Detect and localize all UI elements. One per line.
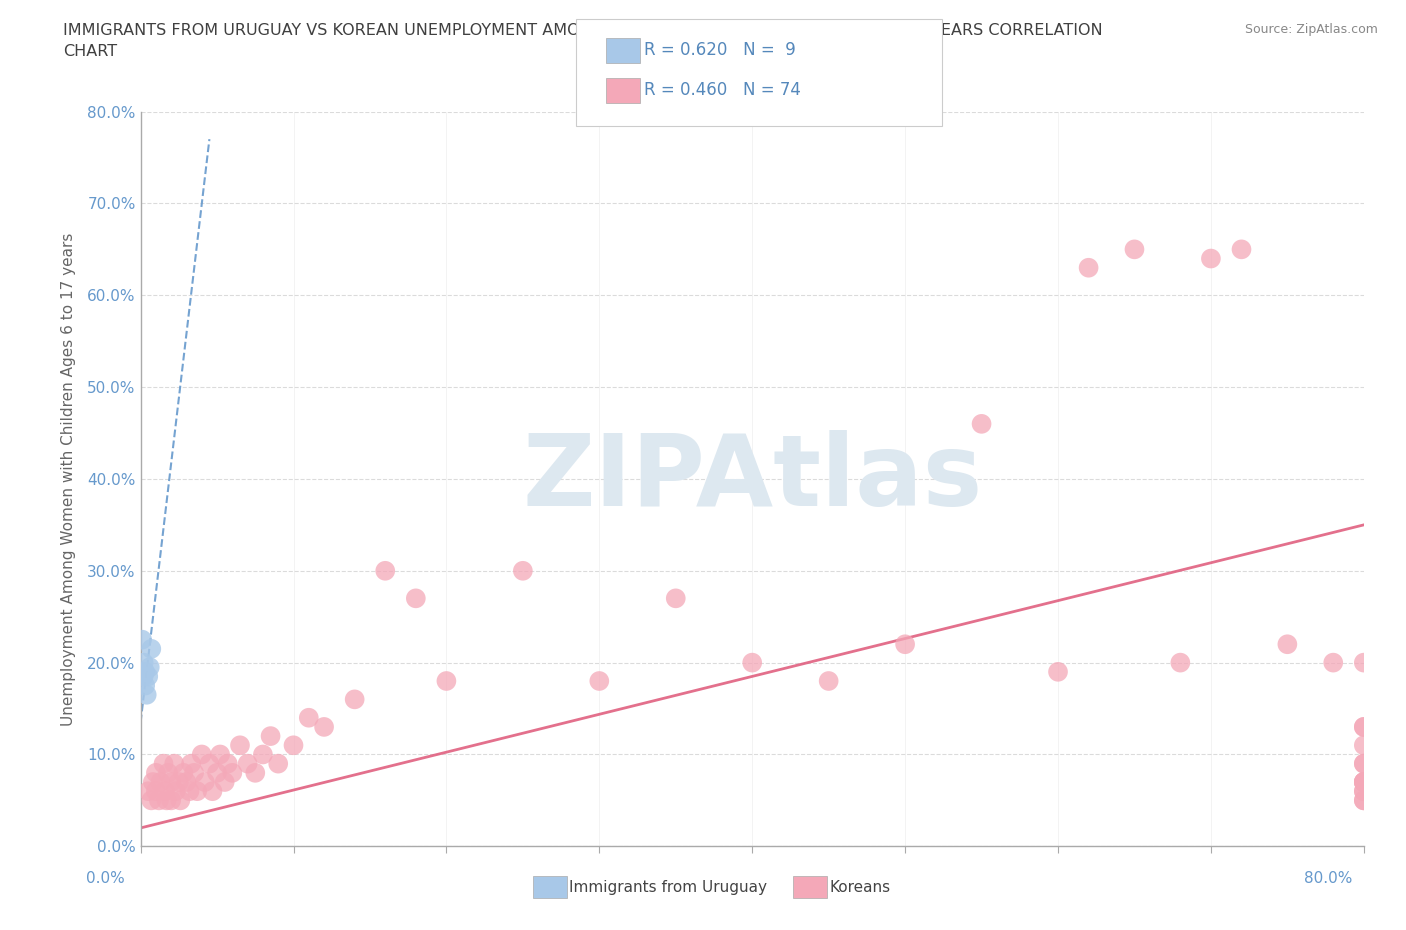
Point bbox=[741, 655, 763, 670]
Text: 80.0%: 80.0% bbox=[1305, 871, 1353, 886]
Point bbox=[267, 756, 290, 771]
Point bbox=[343, 692, 366, 707]
Point bbox=[512, 564, 534, 578]
Point bbox=[136, 784, 159, 799]
Point bbox=[236, 756, 259, 771]
Point bbox=[1353, 756, 1375, 771]
Point bbox=[134, 678, 156, 693]
Point bbox=[141, 642, 163, 657]
Point bbox=[131, 632, 153, 647]
Point bbox=[1353, 655, 1375, 670]
Point bbox=[172, 765, 194, 780]
Point bbox=[134, 664, 156, 679]
Point bbox=[894, 637, 917, 652]
Point bbox=[155, 793, 177, 808]
Point bbox=[194, 775, 217, 790]
Point bbox=[163, 756, 186, 771]
Point bbox=[1353, 775, 1375, 790]
Point bbox=[436, 673, 458, 688]
Point bbox=[214, 775, 236, 790]
Point bbox=[191, 747, 214, 762]
Text: R = 0.460   N = 74: R = 0.460 N = 74 bbox=[644, 81, 801, 100]
Point bbox=[145, 784, 167, 799]
Point bbox=[298, 711, 321, 725]
Point bbox=[153, 784, 176, 799]
Text: R = 0.620   N =  9: R = 0.620 N = 9 bbox=[644, 41, 796, 60]
Point bbox=[1277, 637, 1299, 652]
Point bbox=[588, 673, 610, 688]
Point bbox=[405, 591, 427, 605]
Point bbox=[1353, 784, 1375, 799]
Point bbox=[165, 784, 187, 799]
Point bbox=[221, 765, 243, 780]
Point bbox=[136, 669, 159, 684]
Point bbox=[1353, 793, 1375, 808]
Point bbox=[1170, 655, 1192, 670]
Text: Koreans: Koreans bbox=[830, 880, 890, 895]
Point bbox=[1199, 251, 1222, 266]
Point bbox=[1077, 260, 1099, 275]
Point bbox=[1353, 793, 1375, 808]
Point bbox=[169, 793, 191, 808]
Point bbox=[142, 775, 165, 790]
Point bbox=[179, 784, 201, 799]
Point bbox=[135, 687, 157, 702]
Point bbox=[132, 669, 155, 684]
Point bbox=[1353, 775, 1375, 790]
Text: Immigrants from Uruguay: Immigrants from Uruguay bbox=[569, 880, 768, 895]
Text: IMMIGRANTS FROM URUGUAY VS KOREAN UNEMPLOYMENT AMONG WOMEN WITH CHILDREN AGES 6 : IMMIGRANTS FROM URUGUAY VS KOREAN UNEMPL… bbox=[63, 23, 1102, 60]
Point bbox=[312, 720, 335, 735]
Point bbox=[152, 756, 174, 771]
Point bbox=[1230, 242, 1253, 257]
Point bbox=[180, 756, 202, 771]
Point bbox=[817, 673, 839, 688]
Point bbox=[1046, 664, 1070, 679]
Point bbox=[245, 765, 267, 780]
Point bbox=[1353, 756, 1375, 771]
Point bbox=[1353, 775, 1375, 790]
Point bbox=[1123, 242, 1146, 257]
Point bbox=[157, 765, 180, 780]
Point bbox=[1353, 737, 1375, 752]
Point bbox=[149, 775, 172, 790]
Point bbox=[252, 747, 274, 762]
Point bbox=[176, 775, 198, 790]
Point bbox=[209, 747, 232, 762]
Text: Source: ZipAtlas.com: Source: ZipAtlas.com bbox=[1244, 23, 1378, 36]
Point bbox=[229, 737, 252, 752]
Point bbox=[145, 765, 167, 780]
Point bbox=[148, 793, 170, 808]
Point bbox=[160, 793, 183, 808]
Point bbox=[1353, 720, 1375, 735]
Point bbox=[374, 564, 396, 578]
Point bbox=[259, 729, 281, 744]
Text: 0.0%: 0.0% bbox=[86, 871, 125, 886]
Point bbox=[217, 756, 239, 771]
Point bbox=[665, 591, 688, 605]
Point bbox=[970, 417, 993, 432]
Point bbox=[198, 756, 221, 771]
Point bbox=[141, 793, 163, 808]
Text: ZIPAtlas: ZIPAtlas bbox=[522, 431, 983, 527]
Point bbox=[132, 655, 155, 670]
Point bbox=[167, 775, 190, 790]
Point bbox=[283, 737, 305, 752]
Point bbox=[183, 765, 205, 780]
Point bbox=[1322, 655, 1344, 670]
Point bbox=[139, 659, 162, 674]
Point bbox=[1353, 775, 1375, 790]
Point bbox=[1353, 784, 1375, 799]
Point bbox=[201, 784, 224, 799]
Y-axis label: Unemployment Among Women with Children Ages 6 to 17 years: Unemployment Among Women with Children A… bbox=[60, 232, 76, 725]
Point bbox=[1353, 720, 1375, 735]
Point bbox=[186, 784, 208, 799]
Point bbox=[205, 765, 228, 780]
Point bbox=[160, 775, 183, 790]
